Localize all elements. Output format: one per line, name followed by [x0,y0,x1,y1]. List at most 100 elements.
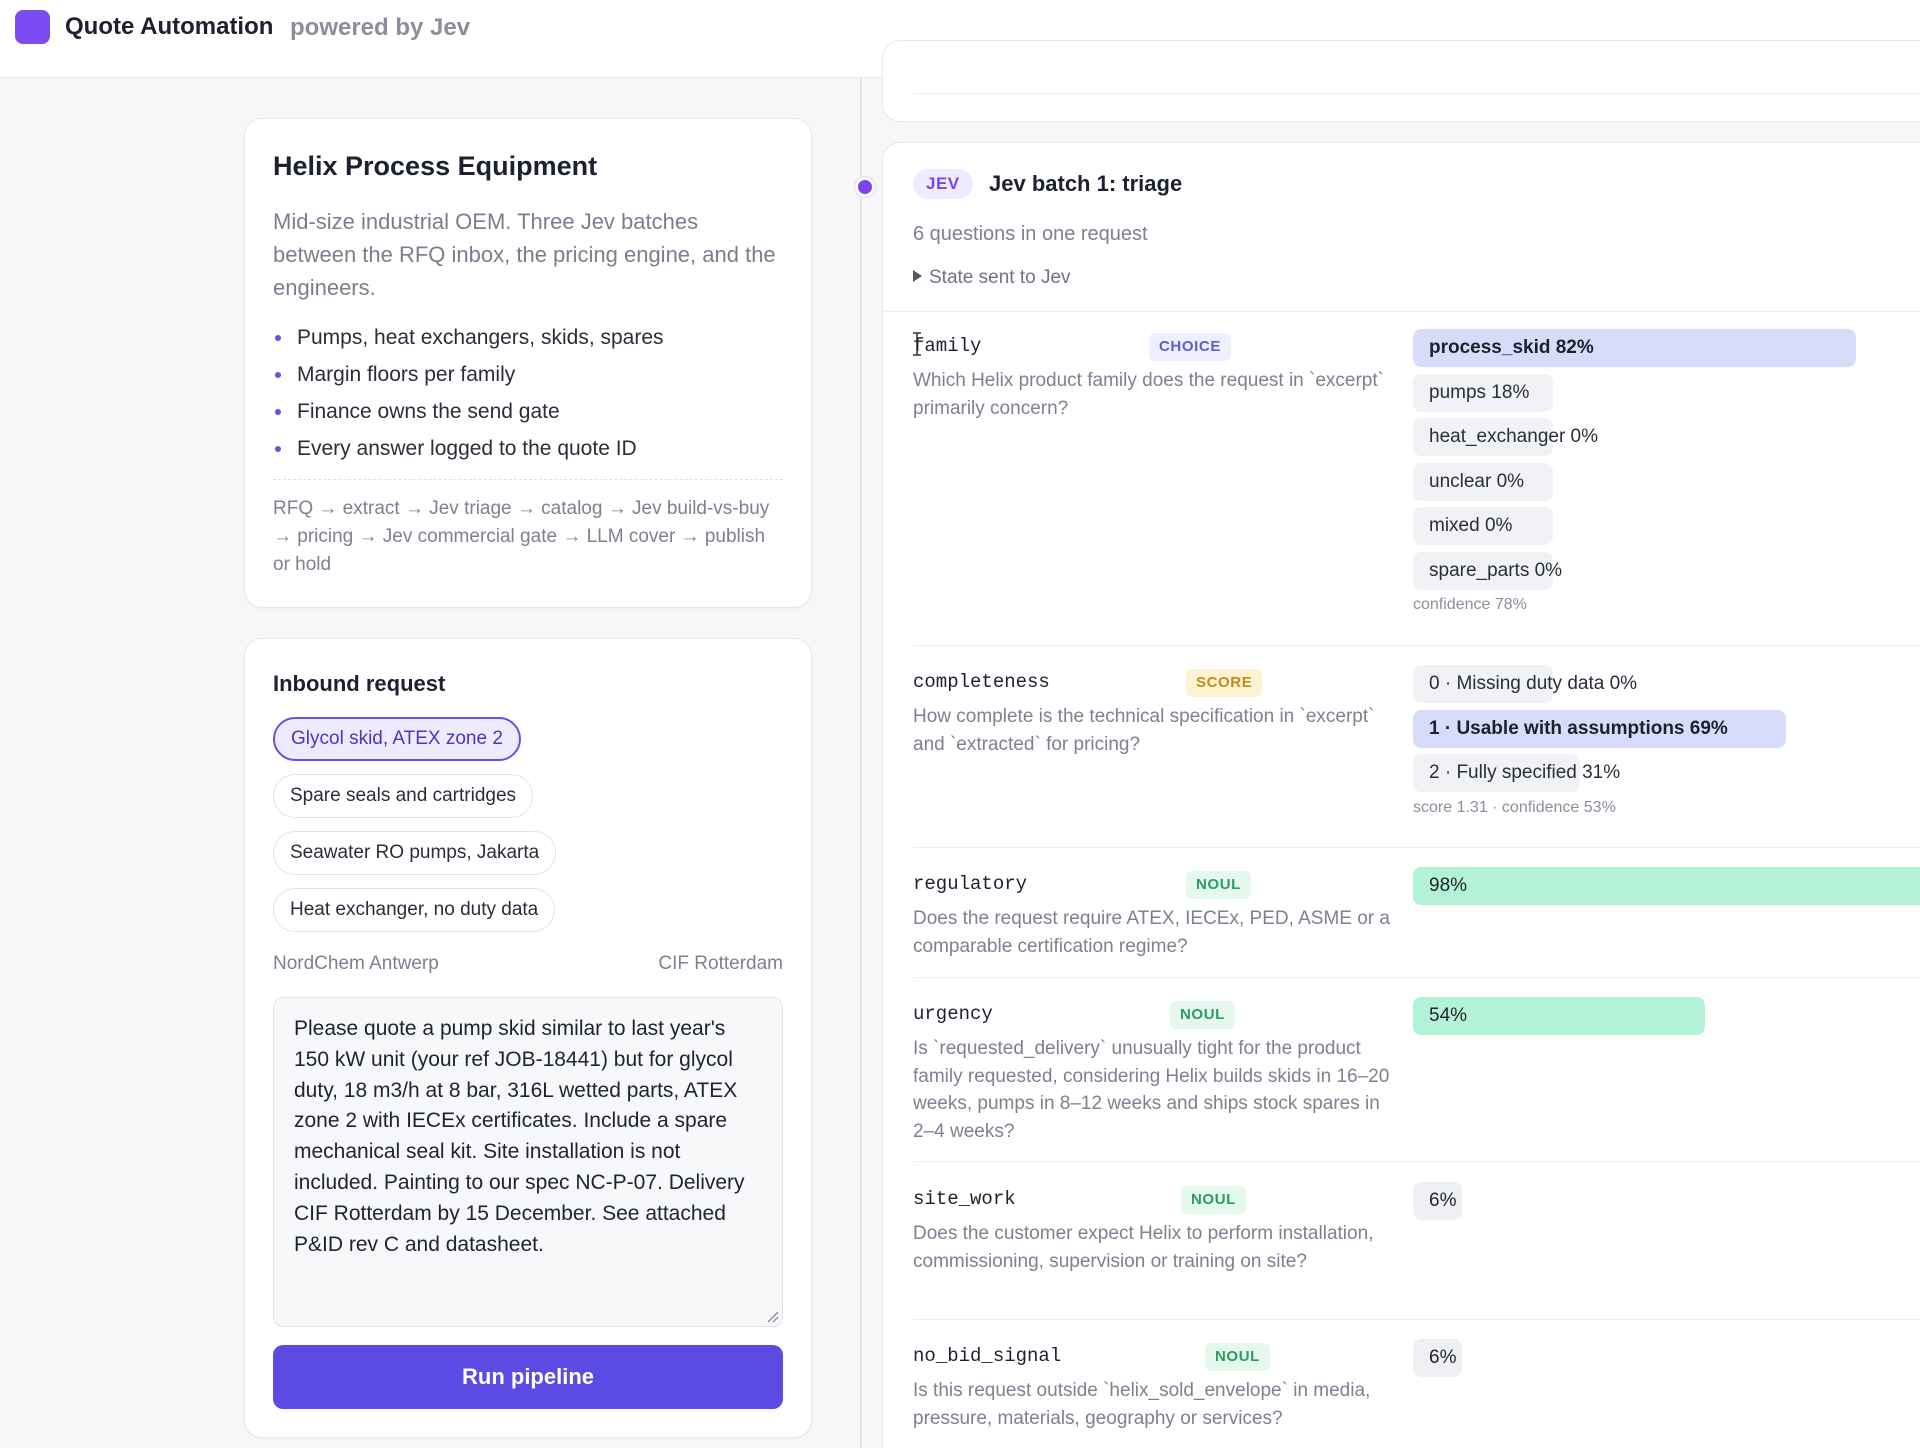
state-sent-label: State sent to Jev [929,267,1071,288]
divider [273,479,783,480]
answer-option: spare_parts 0% [1413,551,1920,590]
probability-label: 6% [1429,1347,1457,1368]
disclosure-triangle-icon [913,270,922,282]
probability-fill [1413,1339,1462,1377]
option-fill [1413,329,1856,367]
option-fill [1413,507,1554,545]
jev-batch-card: JEV Jev batch 1: triage 6 questions in o… [882,142,1920,1448]
question-type-tag: NOUL [1205,1343,1270,1371]
run-pipeline-button[interactable]: Run pipeline [273,1345,783,1409]
resize-grip-icon[interactable] [765,1309,779,1323]
option-label: mixed 0% [1429,515,1513,536]
bullet-item: Finance owns the send gate [273,393,664,430]
customer-name: NordChem Antwerp [273,953,439,974]
section-divider [913,977,1920,978]
question-key: no_bid_signal [913,1345,1062,1367]
question-type-tag: CHOICE [1149,333,1231,361]
option-fill [1413,665,1554,703]
option-label: 0 · Missing duty data 0% [1429,673,1638,694]
option-fill [1413,418,1554,456]
app-logo [15,10,50,44]
option-fill [1413,551,1554,590]
probability-label: 6% [1429,1190,1457,1211]
answer-options: process_skid 82% pumps 18% heat_exchange… [1413,329,1920,614]
company-title: Helix Process Equipment [273,151,598,181]
question-description: Does the customer expect Helix to perfor… [913,1223,1374,1272]
question-key: regulatory [913,873,1028,895]
answer-option: pumps 18% [1413,373,1920,412]
option-label: 2 · Fully specified 31% [1429,762,1621,783]
probability-label: 98% [1429,875,1468,896]
incoterm-label: CIF Rotterdam [658,953,783,974]
answer-option: 0 · Missing duty data 0% [1413,665,1920,703]
answer-option: process_skid 82% [1413,329,1920,367]
app-title: Quote Automation [65,13,274,40]
option-fill [1413,462,1554,501]
probability-bar: 6% [1413,1182,1920,1220]
question-type-tag: NOUL [1181,1186,1246,1214]
section-divider [913,1161,1920,1162]
company-card: Helix Process Equipment Mid-size industr… [244,118,812,608]
question-key: site_work [913,1188,1016,1210]
section-divider [913,1319,1920,1320]
probability-fill [1413,1182,1462,1220]
section-divider [883,311,1920,312]
probability-label: 54% [1429,1005,1468,1026]
option-label: pumps 18% [1429,381,1530,403]
probability-bar: 6% [1413,1339,1920,1377]
scenario-pill-seawater-pumps[interactable]: Seawater RO pumps, Jakarta [273,831,557,875]
question-description: How complete is the technical specificat… [913,706,1375,755]
request-textarea[interactable]: Please quote a pump skid similar to last… [273,997,783,1327]
question-description: Does the request require ATEX, IECEx, PE… [913,908,1390,957]
question-type-tag: NOUL [1186,871,1251,899]
bullet-item: Margin floors per family [273,356,664,393]
option-fill [1413,373,1554,412]
inbound-request-card: Inbound request Glycol skid, ATEX zone 2… [244,638,812,1438]
question-description: Which Helix product family does the requ… [913,370,1384,419]
scenario-pill-glycol-skid[interactable]: Glycol skid, ATEX zone 2 [273,717,521,761]
probability-fill [1413,997,1705,1035]
option-label: spare_parts 0% [1429,559,1563,581]
option-fill [1413,709,1786,748]
state-sent-toggle[interactable]: State sent to Jev [913,267,1071,289]
confidence-label: confidence 78% [1413,596,1527,613]
previous-step-card [882,40,1920,122]
batch-subtitle: 6 questions in one request [913,223,1148,245]
question-type-tag: SCORE [1186,669,1263,697]
option-label: 1 · Usable with assumptions 69% [1429,717,1728,739]
answer-option: 2 · Fully specified 31% [1413,754,1920,792]
question-key: completeness [913,671,1050,693]
option-label: process_skid 82% [1429,337,1594,358]
answer-option: heat_exchanger 0% [1413,418,1920,456]
question-key: family [913,335,982,357]
option-label: heat_exchanger 0% [1429,426,1599,447]
score-confidence-label: score 1.31 · confidence 53% [1413,798,1616,816]
probability-fill [1413,867,1920,905]
timeline-dot [855,177,875,197]
pipeline-flow: RFQ → extract → Jev triage → catalog → J… [273,498,770,575]
text-cursor-icon [913,332,921,356]
answer-option: mixed 0% [1413,507,1920,545]
answer-option: unclear 0% [1413,462,1920,501]
inbound-title: Inbound request [273,671,446,696]
previous-step-divider [913,93,1920,94]
probability-bar: 98% [1413,867,1920,905]
question-description: Is `requested_delivery` unusually tight … [913,1038,1390,1142]
option-fill [1413,754,1581,792]
question-type-tag: NOUL [1170,1001,1235,1029]
section-divider [913,847,1920,848]
option-label: unclear 0% [1429,470,1525,492]
app-subtitle: powered by Jev [290,14,471,41]
answer-options: 0 · Missing duty data 0% 1 · Usable with… [1413,665,1920,817]
bullet-item: Pumps, heat exchangers, skids, spares [273,319,664,356]
question-key: urgency [913,1003,993,1025]
timeline-line [860,78,862,1448]
jev-badge: JEV [913,169,973,199]
section-divider [913,645,1920,646]
company-bullets: Pumps, heat exchangers, skids, spares Ma… [273,319,664,467]
batch-title: Jev batch 1: triage [989,171,1183,196]
probability-bar: 54% [1413,997,1920,1035]
scenario-pill-spare-seals[interactable]: Spare seals and cartridges [273,774,534,818]
answer-option: 1 · Usable with assumptions 69% [1413,709,1920,748]
scenario-pill-heat-exchanger[interactable]: Heat exchanger, no duty data [273,888,556,932]
